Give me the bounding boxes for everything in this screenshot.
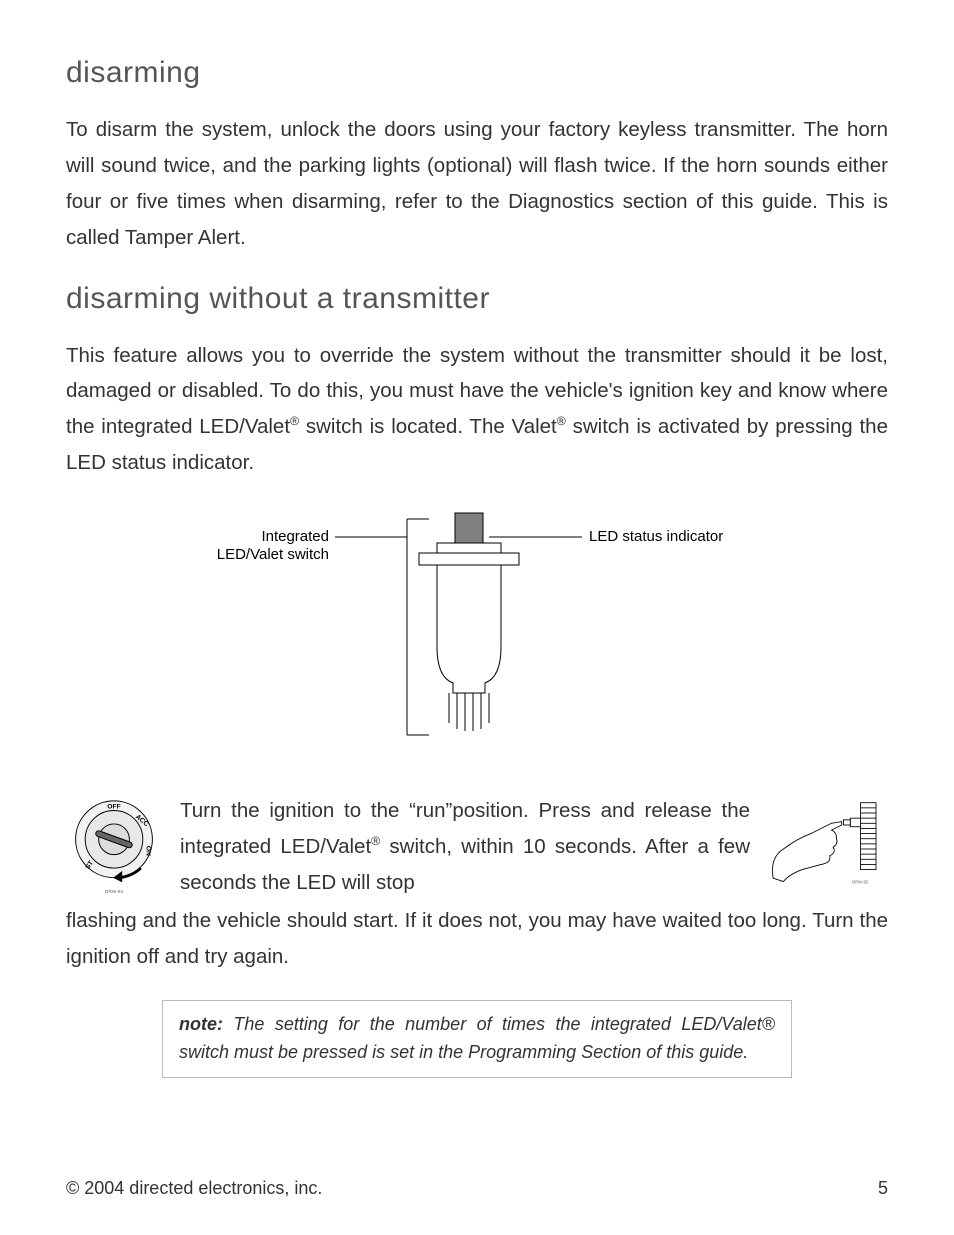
svg-text:ON: ON <box>145 846 152 856</box>
paragraph-override-b: switch is located. The Valet <box>299 415 557 438</box>
diagram-label-right: LED status indicator <box>589 528 723 545</box>
registered-mark: ® <box>371 834 380 848</box>
paragraph-ignition-instruction: Turn the ignition to the “run”position. … <box>180 793 750 901</box>
diagram-label-left-2: LED/Valet switch <box>217 546 329 563</box>
svg-text:DRW-95: DRW-95 <box>852 879 869 884</box>
paragraph-ignition-continued: flashing and the vehicle should start. I… <box>66 903 888 975</box>
note-text: The setting for the number of times the … <box>179 1014 775 1062</box>
paragraph-disarming: To disarm the system, unlock the doors u… <box>66 112 888 256</box>
led-valet-diagram: Integrated LED/Valet switch LED status i… <box>197 507 757 767</box>
svg-text:OFF: OFF <box>107 804 120 811</box>
registered-mark: ® <box>290 414 299 428</box>
footer-page-number: 5 <box>878 1178 888 1199</box>
ignition-switch-icon: OFF ACC ON ST DRW-94 <box>66 793 162 889</box>
svg-text:DRW-94: DRW-94 <box>105 889 123 895</box>
note-box: note: The setting for the number of time… <box>162 1000 792 1078</box>
heading-disarming: disarming <box>66 56 888 90</box>
diagram-label-left-1: Integrated <box>261 528 329 545</box>
hand-press-icon: DRW-95 <box>768 793 888 893</box>
heading-disarming-without-transmitter: disarming without a transmitter <box>66 282 888 316</box>
registered-mark: ® <box>557 414 566 428</box>
note-label: note: <box>179 1014 223 1034</box>
paragraph-override: This feature allows you to override the … <box>66 338 888 482</box>
footer-copyright: © 2004 directed electronics, inc. <box>66 1178 322 1199</box>
